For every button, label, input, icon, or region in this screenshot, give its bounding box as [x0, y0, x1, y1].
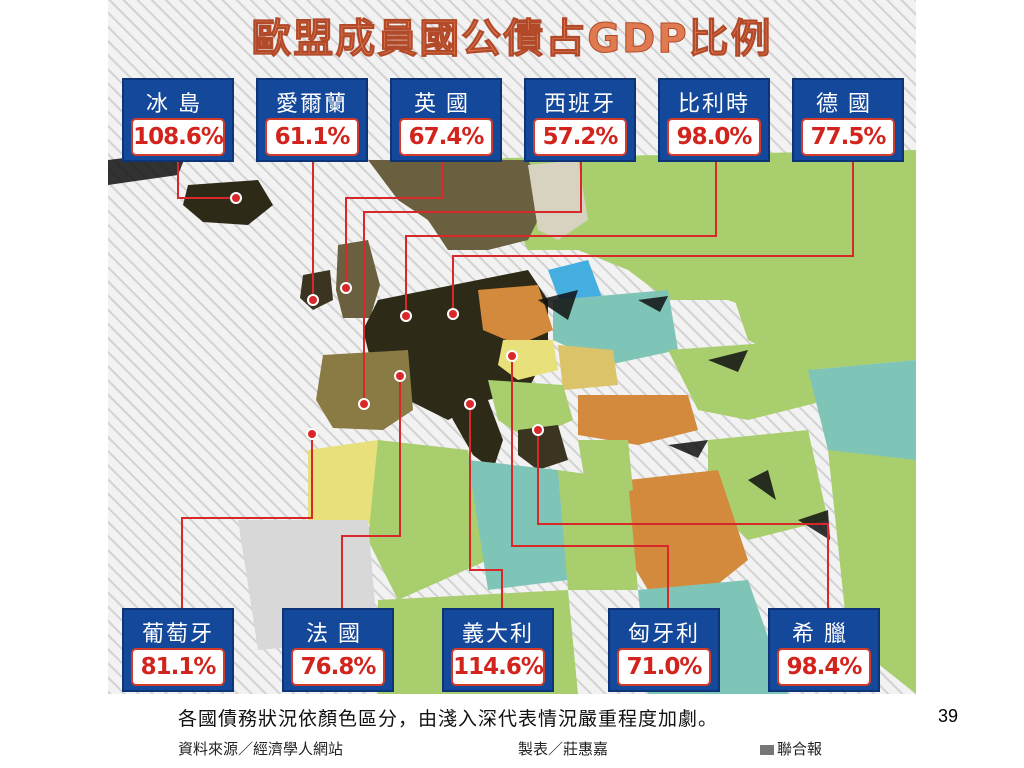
callout-germany: 德國 77.5%	[792, 78, 904, 162]
leader-iceland	[177, 160, 236, 199]
maker-credit: 製表／莊惠嘉	[518, 740, 609, 758]
country-name: 愛爾蘭	[275, 92, 348, 117]
map-title: 歐盟成員國公債占GDP比例	[251, 16, 773, 63]
leader-portugal	[181, 434, 313, 610]
debt-ratio: 57.2%	[533, 118, 627, 156]
region-algeria	[368, 440, 488, 600]
color-legend-note: 各國債務狀況依顏色區分，由淺入深代表情況嚴重程度加劇。	[178, 708, 719, 730]
debt-ratio: 98.0%	[667, 118, 761, 156]
country-name: 法國	[305, 622, 370, 647]
region-greece	[518, 425, 568, 470]
country-name: 義大利	[461, 622, 534, 647]
region-scandinavia	[368, 160, 548, 250]
region-libya	[468, 460, 568, 590]
region-saudi	[618, 470, 748, 600]
location-dots	[230, 192, 544, 440]
debt-map-figure: 歐盟成員國公債占GDP比例 冰島 108.6% 愛爾蘭 61.1% 英國 67.…	[108, 0, 916, 768]
leader-lines	[177, 160, 854, 610]
callout-hungary: 匈牙利 71.0%	[608, 608, 720, 692]
country-name: 英國	[413, 92, 478, 117]
debt-ratio: 108.6%	[131, 118, 225, 156]
callout-spain: 西班牙 57.2%	[524, 78, 636, 162]
leader-belgium	[405, 160, 717, 316]
caption-area: 各國債務狀況依顏色區分，由淺入深代表情況嚴重程度加劇。 資料來源／經濟學人網站 …	[108, 694, 916, 768]
debt-ratio: 114.6%	[451, 648, 545, 686]
country-name: 匈牙利	[627, 622, 700, 647]
region-turkey	[578, 395, 698, 445]
europe-map	[108, 0, 916, 768]
debt-ratio: 76.8%	[291, 648, 385, 686]
callout-france: 法國 76.8%	[282, 608, 394, 692]
page-number: 39	[938, 706, 959, 726]
leader-uk	[345, 160, 444, 288]
region-balkans	[488, 380, 573, 440]
debt-ratio: 98.4%	[777, 648, 871, 686]
country-name: 葡萄牙	[141, 622, 214, 647]
callout-belgium: 比利時 98.0%	[658, 78, 770, 162]
region-kazakhstan	[728, 270, 916, 370]
region-finland	[528, 160, 588, 240]
leader-france	[341, 376, 401, 610]
leader-spain	[363, 160, 582, 404]
region-romania	[558, 345, 618, 390]
publisher-name: 聯合報	[777, 740, 823, 758]
country-name: 比利時	[677, 92, 750, 117]
debt-ratio: 77.5%	[801, 118, 895, 156]
region-central-asia	[808, 360, 916, 470]
country-name: 德國	[815, 92, 880, 117]
leader-greece	[537, 430, 829, 610]
country-name: 希臘	[791, 622, 856, 647]
debt-ratio: 67.4%	[399, 118, 493, 156]
country-name: 西班牙	[543, 92, 616, 117]
region-ukraine	[553, 290, 678, 365]
leader-germany	[452, 160, 854, 314]
callout-uk: 英國 67.4%	[390, 78, 502, 162]
leader-hungary	[511, 356, 669, 610]
publisher-square-icon	[760, 744, 774, 755]
region-morocco	[308, 440, 383, 540]
debt-ratio: 81.1%	[131, 648, 225, 686]
region-poland	[478, 285, 553, 345]
leader-italy	[469, 404, 503, 610]
callout-iceland: 冰島 108.6%	[122, 78, 234, 162]
callout-portugal: 葡萄牙 81.1%	[122, 608, 234, 692]
callout-greece: 希臘 98.4%	[768, 608, 880, 692]
region-italy	[443, 390, 503, 470]
country-name: 冰島	[145, 92, 210, 117]
callout-italy: 義大利 114.6%	[442, 608, 554, 692]
region-egypt	[558, 470, 638, 590]
source-credit: 資料來源／經濟學人網站	[178, 740, 344, 758]
callout-ireland: 愛爾蘭 61.1%	[256, 78, 368, 162]
debt-ratio: 71.0%	[617, 648, 711, 686]
publisher-credit: 聯合報	[760, 738, 822, 759]
debt-ratio: 61.1%	[265, 118, 359, 156]
region-iceland	[183, 180, 273, 225]
